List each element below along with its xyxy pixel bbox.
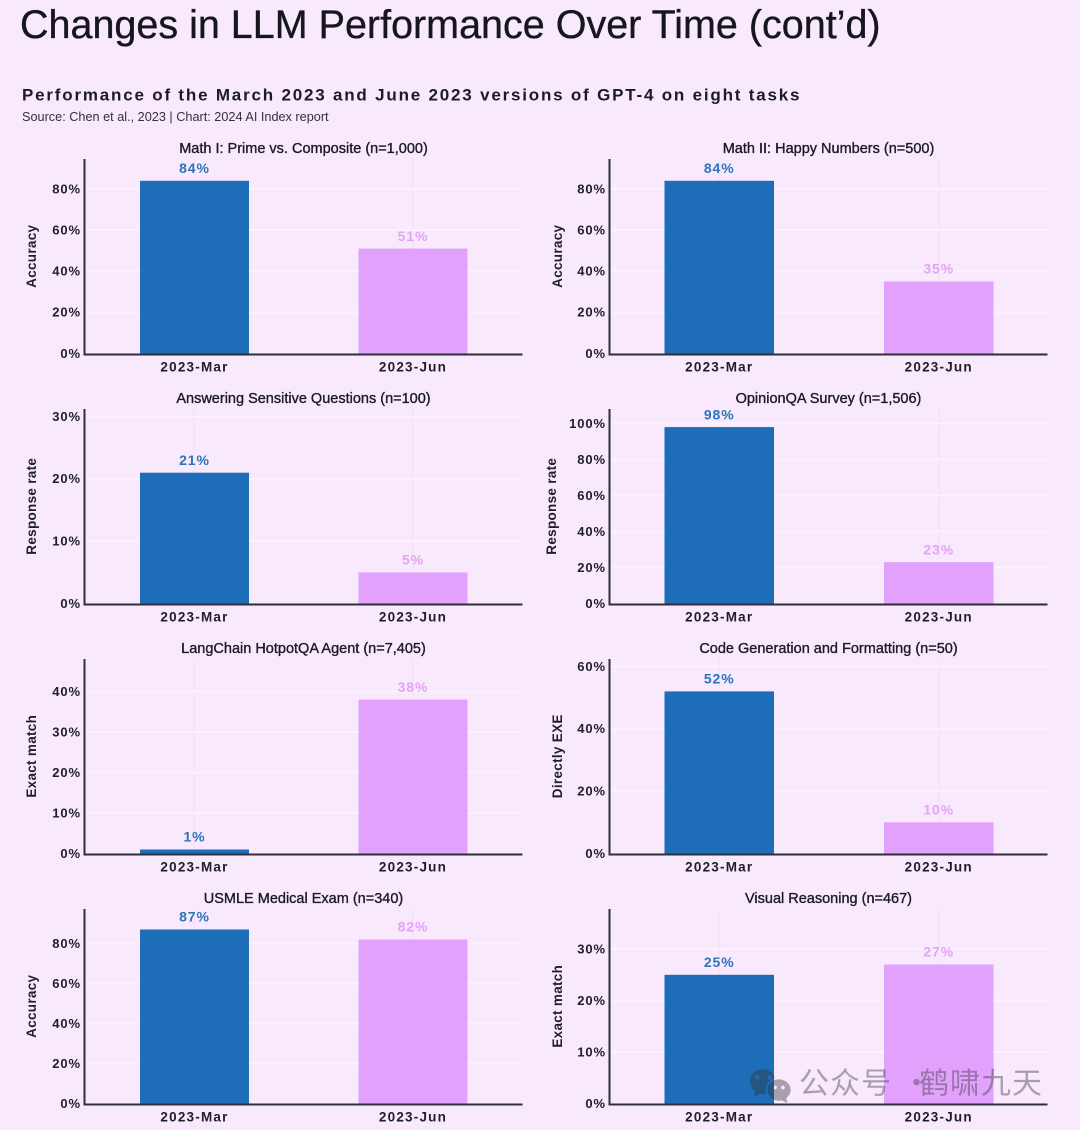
svg-text:25%: 25% xyxy=(704,954,735,970)
svg-text:84%: 84% xyxy=(179,160,210,176)
svg-text:30%: 30% xyxy=(577,941,606,956)
svg-text:2023-Mar: 2023-Mar xyxy=(685,360,753,375)
svg-text:40%: 40% xyxy=(577,524,606,539)
svg-text:80%: 80% xyxy=(52,181,81,196)
svg-text:98%: 98% xyxy=(704,406,735,422)
svg-text:Changes in LLM Performance Ove: Changes in LLM Performance Over Time (co… xyxy=(20,3,881,47)
svg-text:60%: 60% xyxy=(577,488,606,503)
svg-text:0%: 0% xyxy=(60,846,81,861)
svg-text:2023-Mar: 2023-Mar xyxy=(160,860,228,875)
svg-text:80%: 80% xyxy=(577,452,606,467)
svg-text:Answering Sensitive Questions: Answering Sensitive Questions (n=100) xyxy=(176,391,430,407)
svg-text:0%: 0% xyxy=(60,596,81,611)
svg-text:40%: 40% xyxy=(52,1016,81,1031)
svg-text:0%: 0% xyxy=(585,846,606,861)
svg-text:2023-Jun: 2023-Jun xyxy=(379,860,447,875)
svg-text:84%: 84% xyxy=(704,160,735,176)
svg-text:Exact match: Exact match xyxy=(24,715,39,798)
svg-text:87%: 87% xyxy=(179,909,210,925)
svg-text:60%: 60% xyxy=(52,222,81,237)
svg-text:Source: Chen et al., 2023 | Ch: Source: Chen et al., 2023 | Chart: 2024 … xyxy=(22,110,329,124)
svg-text:USMLE Medical Exam (n=340): USMLE Medical Exam (n=340) xyxy=(204,891,403,907)
svg-text:52%: 52% xyxy=(704,671,735,687)
svg-text:2023-Jun: 2023-Jun xyxy=(379,360,447,375)
svg-text:Accuracy: Accuracy xyxy=(550,224,565,287)
svg-text:2023-Jun: 2023-Jun xyxy=(905,860,973,875)
svg-text:2023-Mar: 2023-Mar xyxy=(160,1110,228,1125)
svg-text:Response rate: Response rate xyxy=(544,458,559,555)
svg-text:Accuracy: Accuracy xyxy=(24,974,39,1037)
svg-text:20%: 20% xyxy=(52,1056,81,1071)
svg-text:OpinionQA Survey (n=1,506): OpinionQA Survey (n=1,506) xyxy=(736,391,922,407)
svg-text:40%: 40% xyxy=(52,264,81,279)
svg-text:2023-Jun: 2023-Jun xyxy=(379,1110,447,1125)
svg-text:60%: 60% xyxy=(52,976,81,991)
svg-text:23%: 23% xyxy=(923,541,954,557)
svg-text:2023-Mar: 2023-Mar xyxy=(685,1110,753,1125)
svg-text:Code Generation and Formatting: Code Generation and Formatting (n=50) xyxy=(699,641,957,657)
svg-text:100%: 100% xyxy=(569,416,606,431)
svg-text:40%: 40% xyxy=(577,721,606,736)
svg-text:2023-Mar: 2023-Mar xyxy=(160,610,228,625)
svg-text:20%: 20% xyxy=(52,305,81,320)
svg-text:Performance of the March 2023: Performance of the March 2023 and June 2… xyxy=(22,86,801,105)
svg-text:2023-Jun: 2023-Jun xyxy=(905,1110,973,1125)
svg-text:10%: 10% xyxy=(923,802,954,818)
svg-text:Directly EXE: Directly EXE xyxy=(550,714,565,798)
svg-text:2023-Jun: 2023-Jun xyxy=(379,610,447,625)
svg-text:0%: 0% xyxy=(585,1096,606,1111)
svg-text:Visual Reasoning (n=467): Visual Reasoning (n=467) xyxy=(745,891,912,907)
svg-text:2023-Mar: 2023-Mar xyxy=(685,610,753,625)
svg-text:27%: 27% xyxy=(923,944,954,960)
svg-text:Math II: Happy Numbers (n=500): Math II: Happy Numbers (n=500) xyxy=(723,141,935,157)
svg-text:5%: 5% xyxy=(402,552,424,568)
svg-text:Accuracy: Accuracy xyxy=(24,224,39,287)
svg-text:10%: 10% xyxy=(52,534,81,549)
svg-text:2023-Jun: 2023-Jun xyxy=(905,360,973,375)
svg-text:80%: 80% xyxy=(52,936,81,951)
svg-text:0%: 0% xyxy=(60,1096,81,1111)
svg-text:51%: 51% xyxy=(398,228,429,244)
svg-text:LangChain HotpotQA Agent (n=7,: LangChain HotpotQA Agent (n=7,405) xyxy=(181,641,426,657)
svg-text:20%: 20% xyxy=(577,560,606,575)
svg-text:0%: 0% xyxy=(585,346,606,361)
svg-text:10%: 10% xyxy=(52,805,81,820)
svg-text:20%: 20% xyxy=(577,305,606,320)
svg-text:40%: 40% xyxy=(52,684,81,699)
svg-text:35%: 35% xyxy=(923,261,954,277)
svg-text:40%: 40% xyxy=(577,264,606,279)
svg-text:38%: 38% xyxy=(398,679,429,695)
svg-text:1%: 1% xyxy=(183,829,205,845)
svg-text:30%: 30% xyxy=(52,724,81,739)
svg-text:30%: 30% xyxy=(52,409,81,424)
svg-text:20%: 20% xyxy=(52,471,81,486)
svg-text:20%: 20% xyxy=(52,765,81,780)
svg-text:0%: 0% xyxy=(60,346,81,361)
svg-text:60%: 60% xyxy=(577,222,606,237)
svg-text:60%: 60% xyxy=(577,659,606,674)
svg-text:20%: 20% xyxy=(577,993,606,1008)
svg-text:Response rate: Response rate xyxy=(24,458,39,555)
svg-text:10%: 10% xyxy=(577,1044,606,1059)
svg-text:82%: 82% xyxy=(398,919,429,935)
svg-text:80%: 80% xyxy=(577,181,606,196)
svg-text:2023-Mar: 2023-Mar xyxy=(160,360,228,375)
svg-text:Math I: Prime vs. Composite (n: Math I: Prime vs. Composite (n=1,000) xyxy=(179,141,428,157)
svg-text:21%: 21% xyxy=(179,452,210,468)
svg-text:2023-Jun: 2023-Jun xyxy=(905,610,973,625)
svg-text:2023-Mar: 2023-Mar xyxy=(685,860,753,875)
svg-text:0%: 0% xyxy=(585,596,606,611)
svg-text:20%: 20% xyxy=(577,784,606,799)
svg-text:Exact match: Exact match xyxy=(550,965,565,1048)
